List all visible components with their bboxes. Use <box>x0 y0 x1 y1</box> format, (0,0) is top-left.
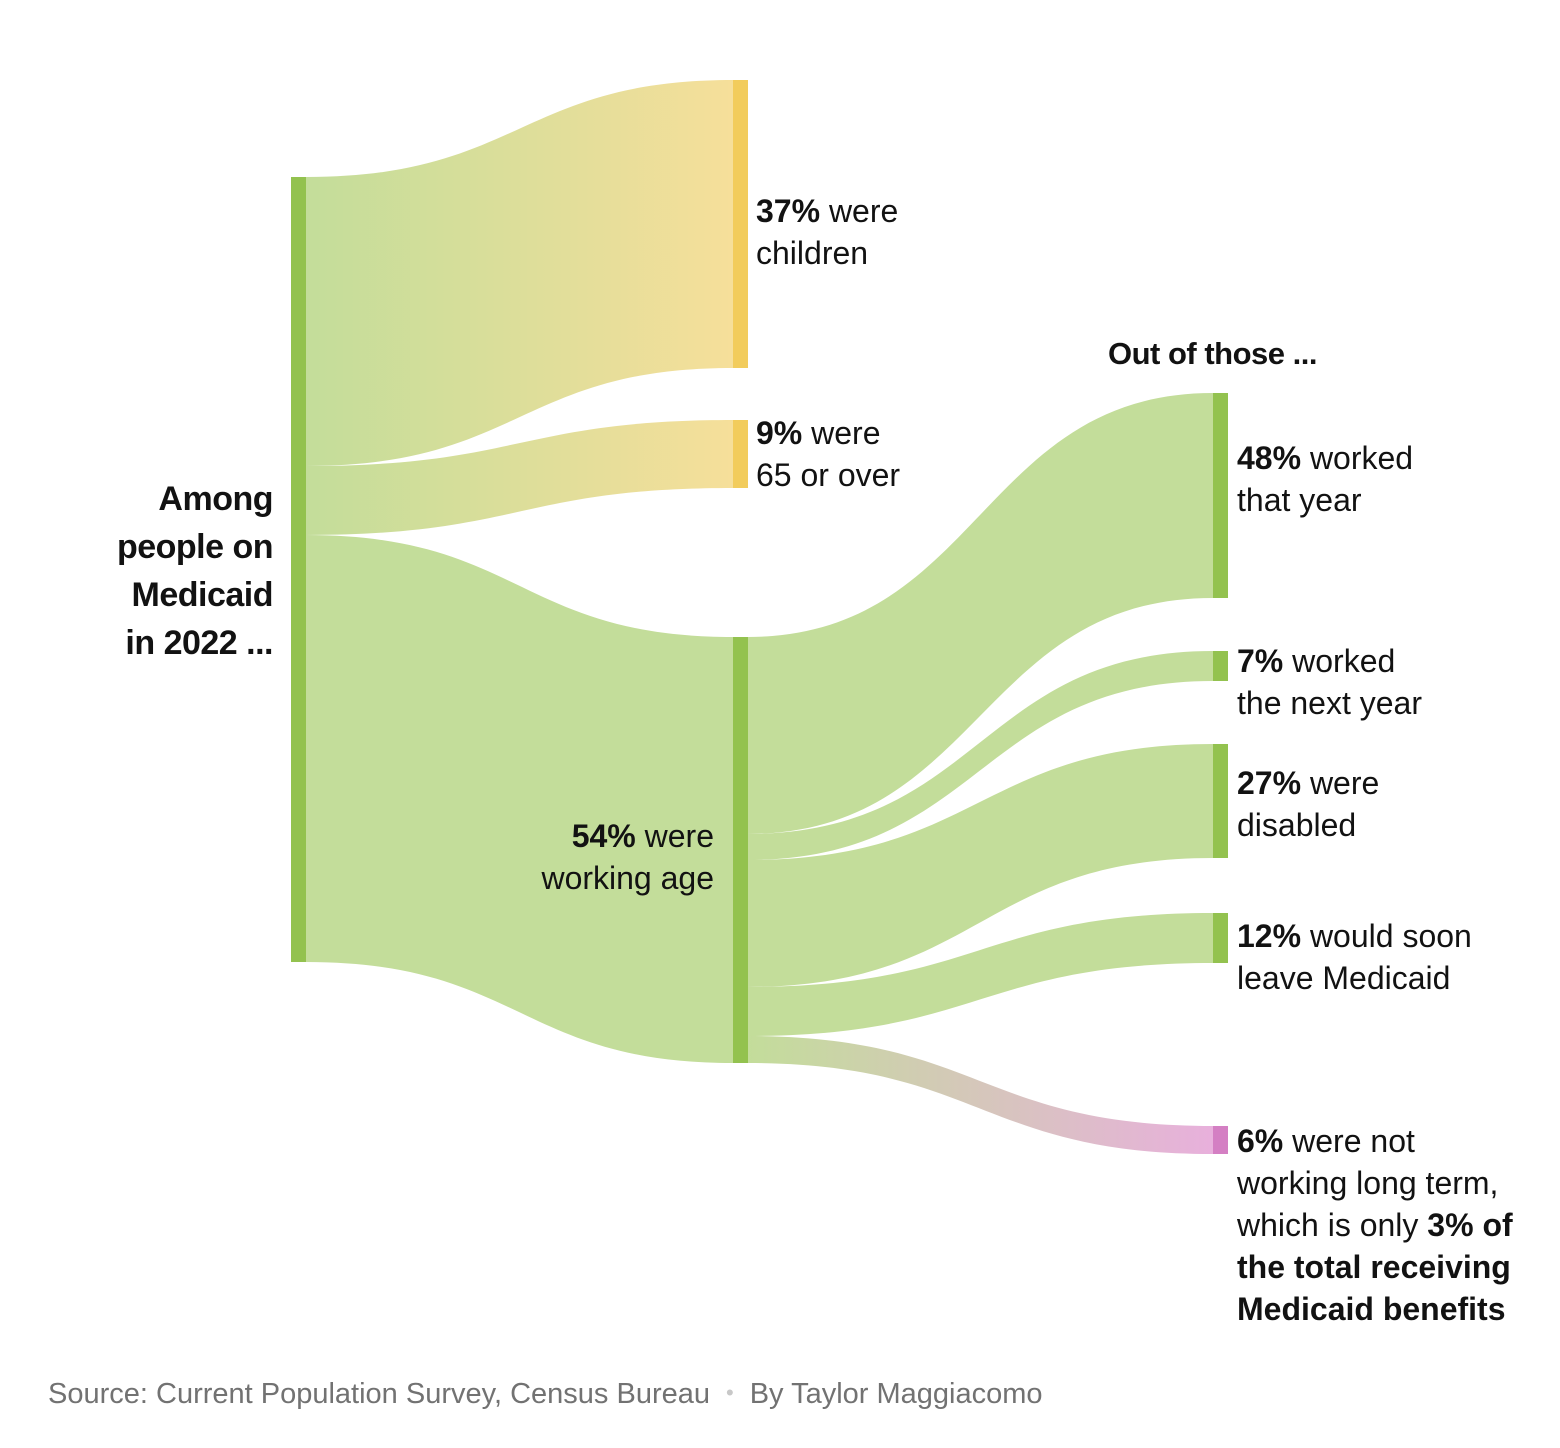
pct-worked-next: 7% <box>1237 643 1284 679</box>
root-label: Among people on Medicaid in 2022 ... <box>40 475 274 667</box>
pct-seniors: 9% <box>756 415 803 451</box>
label-text: that year <box>1237 482 1362 518</box>
pct-worked: 48% <box>1237 440 1302 476</box>
label-text: were <box>802 415 881 451</box>
separator-dot: • <box>726 1380 734 1405</box>
pct-working-age: 54% <box>571 818 636 854</box>
label-text: were <box>820 193 899 229</box>
pct-not-working: 6% <box>1237 1123 1284 1159</box>
label-text: leave Medicaid <box>1237 960 1451 996</box>
pct-disabled: 27% <box>1237 765 1302 801</box>
link-working-age-leave <box>747 913 1213 1036</box>
label-text: children <box>756 235 869 271</box>
node-working-age <box>733 637 748 1063</box>
link-working-age-disabled <box>747 744 1213 987</box>
source-credit: Source: Current Population Survey, Censu… <box>48 1378 710 1410</box>
root-label-line: in 2022 ... <box>125 624 273 662</box>
link-working-age-worked <box>747 393 1213 834</box>
byline: By Taylor Maggiacomo <box>749 1378 1043 1410</box>
link-root-children <box>306 80 733 466</box>
label-text: disabled <box>1237 807 1357 843</box>
label-text: would soon <box>1301 918 1472 954</box>
node-worked-next <box>1213 651 1228 681</box>
label-text: were <box>1301 765 1380 801</box>
label-bold-text: 3% of <box>1427 1207 1513 1243</box>
node-children <box>733 80 748 368</box>
root-label-line: Among <box>158 480 273 518</box>
label-worked-next: 7% worked the next year <box>1237 640 1422 724</box>
label-not-working: 6% were not working long term, which is … <box>1237 1120 1513 1330</box>
label-text: which is only <box>1237 1207 1428 1243</box>
footer: Source: Current Population Survey, Censu… <box>48 1378 1043 1411</box>
pct-children: 37% <box>756 193 821 229</box>
label-text: worked <box>1283 643 1396 679</box>
label-seniors: 9% were 65 or over <box>756 412 900 496</box>
node-root <box>291 177 306 962</box>
node-worked <box>1213 393 1228 598</box>
label-working-age: 54% were working age <box>480 815 714 899</box>
label-leave: 12% would soon leave Medicaid <box>1237 915 1472 999</box>
node-leave <box>1213 913 1228 963</box>
root-label-line: people on <box>116 528 274 566</box>
node-seniors <box>733 420 748 488</box>
label-worked: 48% worked that year <box>1237 437 1413 521</box>
link-working-age-worked-next <box>747 651 1213 860</box>
pct-leave: 12% <box>1237 918 1302 954</box>
node-not-working <box>1213 1126 1228 1154</box>
root-label-line: Medicaid <box>131 576 274 614</box>
label-children: 37% were children <box>756 190 898 274</box>
label-bold-text: the total receiving <box>1237 1249 1511 1285</box>
label-text: were not <box>1283 1123 1415 1159</box>
label-text: the next year <box>1237 685 1422 721</box>
label-text: 65 or over <box>756 457 901 493</box>
label-text: worked <box>1301 440 1414 476</box>
stage2-heading: Out of those ... <box>1108 336 1318 371</box>
label-text: working age <box>541 860 714 896</box>
node-disabled <box>1213 744 1228 858</box>
label-text: were <box>635 818 714 854</box>
label-bold-text: Medicaid benefits <box>1237 1291 1506 1327</box>
link-root-working-age <box>306 535 733 1063</box>
label-text: working long term, <box>1237 1165 1499 1201</box>
label-disabled: 27% were disabled <box>1237 762 1379 846</box>
link-working-age-not-working <box>747 1036 1213 1154</box>
link-root-seniors <box>306 420 733 535</box>
